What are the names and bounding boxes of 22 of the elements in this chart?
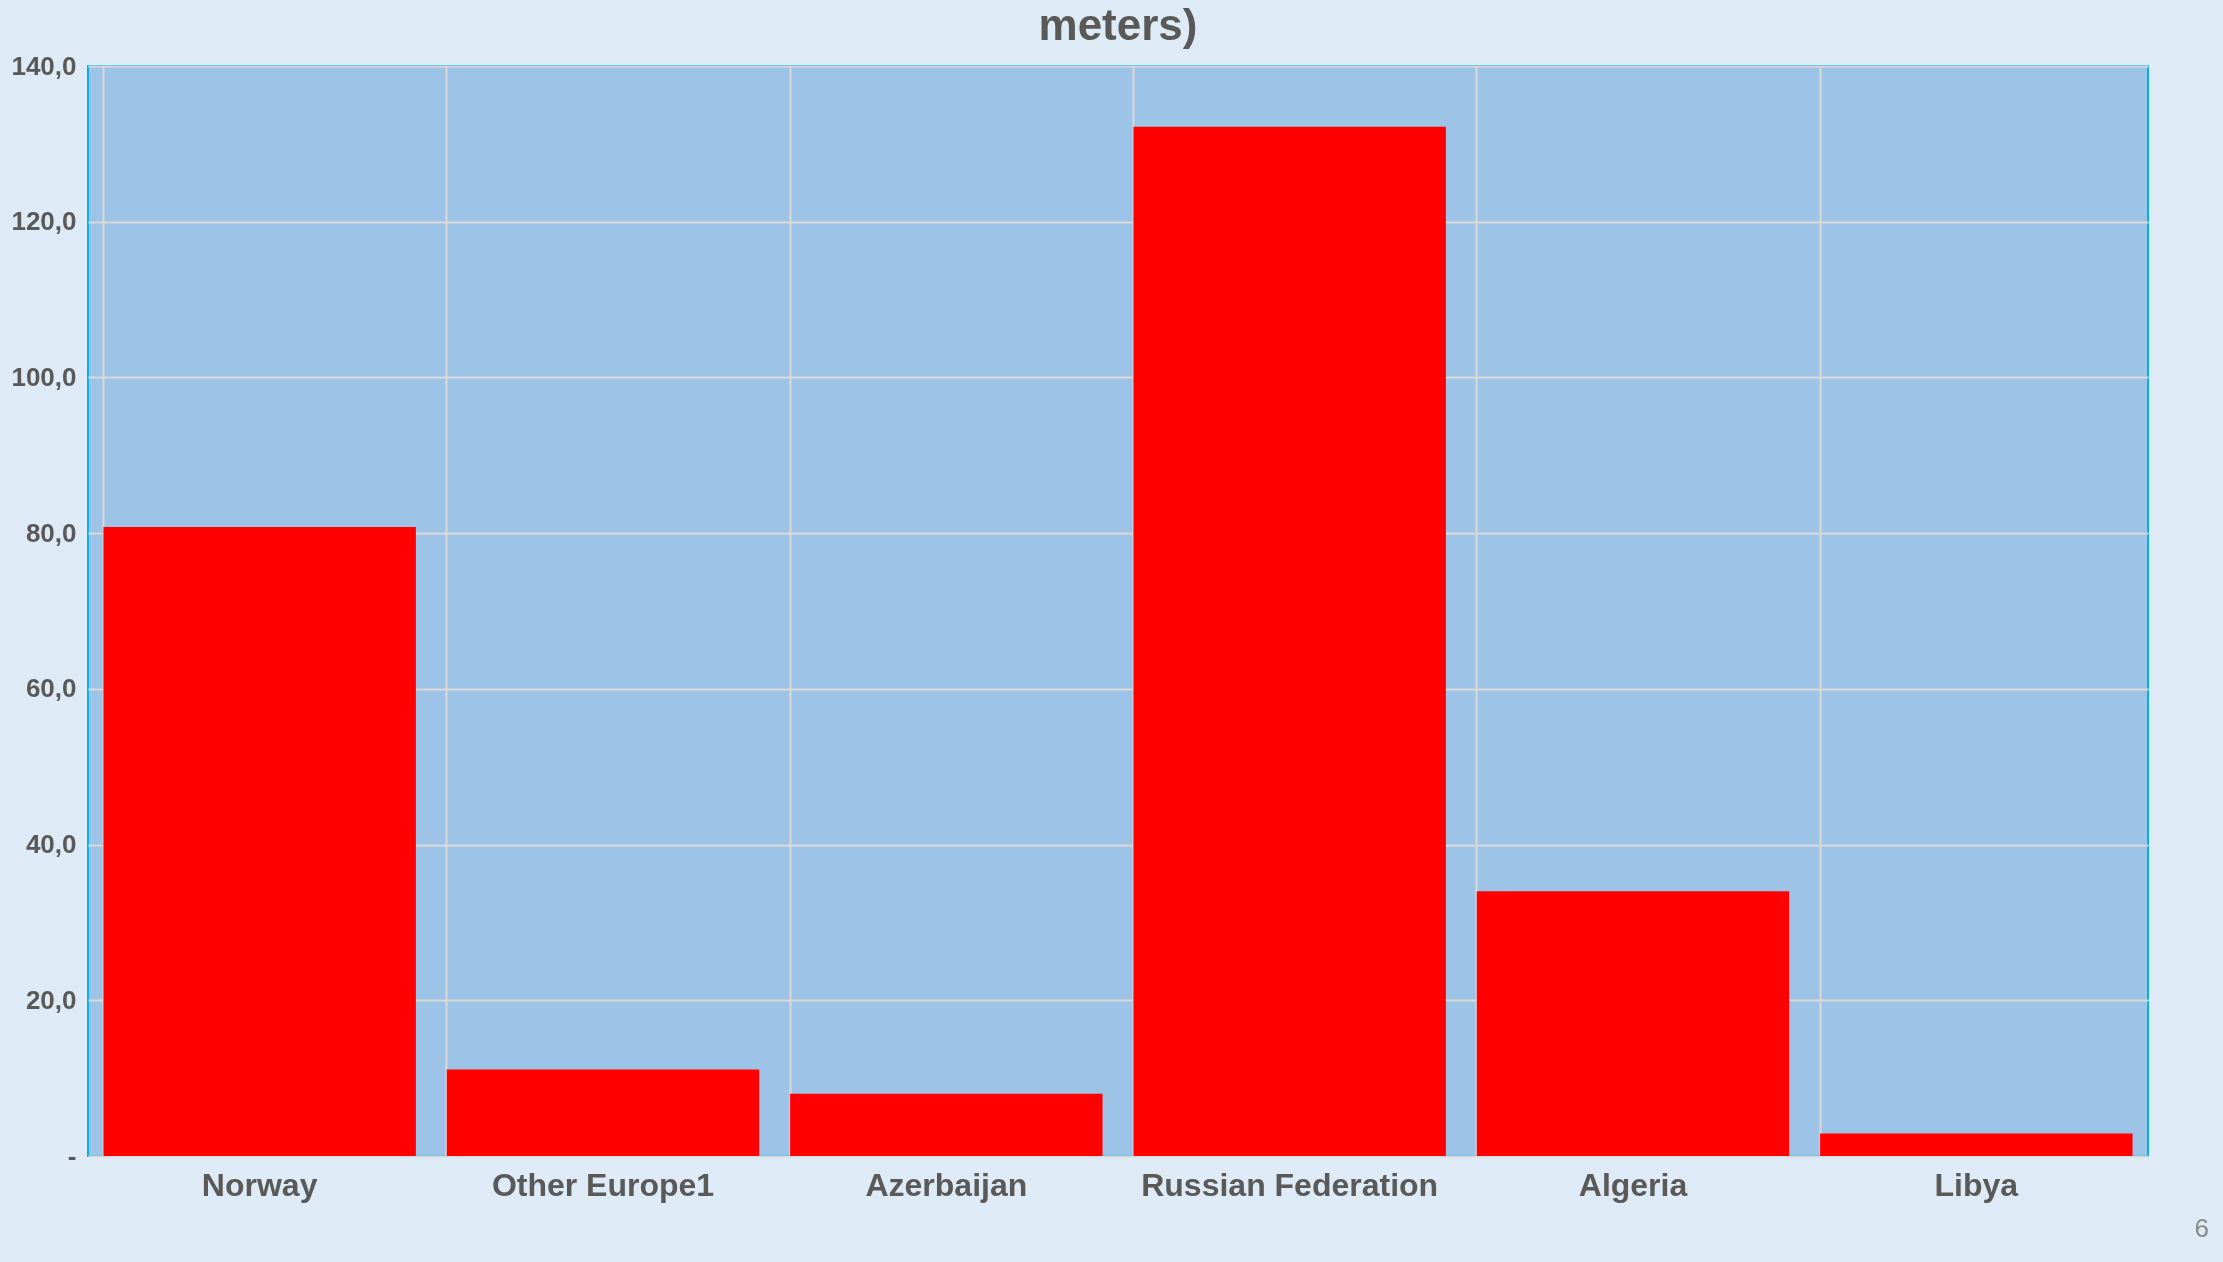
y-tick-label: 120,0: [11, 206, 77, 237]
y-tick-label: 140,0: [11, 50, 77, 81]
x-tick-label: Algeria: [1578, 1166, 1688, 1203]
x-tick-label: Russian Federation: [1141, 1166, 1439, 1203]
y-tick-label: 100,0: [11, 361, 77, 392]
x-tick-label: Azerbaijan: [865, 1166, 1028, 1203]
x-tick-label: Other Europe1: [491, 1166, 715, 1203]
x-tick-label: Libya: [1934, 1166, 2019, 1203]
chart-title: meters): [1038, 0, 1198, 49]
y-tick-label: 80,0: [25, 517, 77, 548]
text: 6: [2194, 1213, 2209, 1244]
y-tick-label: -: [67, 1140, 77, 1171]
y-tick-label: 40,0: [25, 829, 77, 860]
y-tick-label: 20,0: [25, 984, 77, 1015]
bar: [1820, 1133, 2133, 1156]
y-tick-label: 60,0: [25, 673, 77, 704]
bar: [1133, 126, 1446, 1156]
bar: [790, 1093, 1103, 1156]
bar: [446, 1069, 760, 1156]
bar: [1476, 891, 1790, 1156]
bar: [103, 526, 416, 1156]
x-tick-label: Norway: [201, 1166, 318, 1203]
